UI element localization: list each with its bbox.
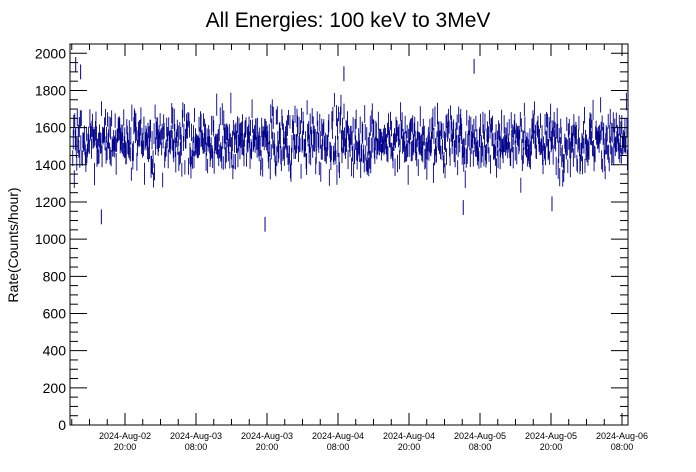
y-axis-ticks: 0 200 400 600 800 1000 1200 1400 1600 1800 2000: [35, 43, 628, 433]
y-tick-label: 400: [43, 343, 67, 359]
x-tick-date-label: 2024-Aug-03: [241, 431, 293, 441]
x-axis-ticks: 2024-Aug-0220:002024-Aug-0308:002024-Aug…: [71, 44, 648, 452]
x-tick-date-label: 2024-Aug-05: [525, 431, 577, 441]
y-tick-label: 1200: [35, 194, 66, 210]
x-tick-time-label: 08:00: [611, 442, 634, 452]
y-tick-label: 1400: [35, 157, 66, 173]
x-tick-time-label: 20:00: [114, 442, 137, 452]
x-tick-time-label: 20:00: [256, 442, 279, 452]
plot-frame: [69, 43, 629, 426]
y-tick-label: 1800: [35, 82, 66, 98]
y-tick-label: 800: [43, 268, 67, 284]
chart-title: All Energies: 100 keV to 3MeV: [206, 9, 491, 32]
x-tick-date-label: 2024-Aug-06: [596, 431, 648, 441]
x-tick-time-label: 20:00: [540, 442, 563, 452]
y-tick-label: 2000: [35, 45, 66, 61]
y-tick-label: 600: [43, 305, 67, 321]
y-tick-label: 200: [43, 380, 67, 396]
x-tick-date-label: 2024-Aug-02: [99, 431, 151, 441]
data-series: [72, 57, 629, 232]
x-tick-time-label: 08:00: [185, 442, 208, 452]
y-tick-label: 1600: [35, 120, 66, 136]
series-error-bars: [72, 92, 629, 193]
x-tick-date-label: 2024-Aug-05: [454, 431, 506, 441]
x-tick-date-label: 2024-Aug-04: [312, 431, 364, 441]
x-tick-date-label: 2024-Aug-03: [170, 431, 222, 441]
x-tick-time-label: 08:00: [469, 442, 492, 452]
x-tick-time-label: 20:00: [398, 442, 421, 452]
x-tick-time-label: 08:00: [327, 442, 350, 452]
y-tick-label: 1000: [35, 231, 66, 247]
y-tick-label: 0: [58, 417, 66, 433]
x-tick-date-label: 2024-Aug-04: [383, 431, 435, 441]
y-axis-label: Rate(Counts/hour): [5, 187, 21, 302]
plot-axes: [69, 43, 629, 426]
